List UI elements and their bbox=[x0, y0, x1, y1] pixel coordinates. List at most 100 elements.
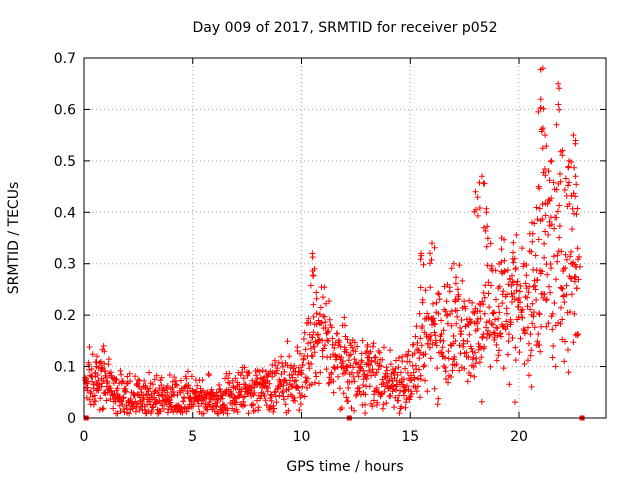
data-point bbox=[331, 345, 338, 351]
data-point bbox=[299, 362, 306, 368]
data-point bbox=[562, 338, 569, 345]
data-point bbox=[233, 399, 240, 406]
data-point bbox=[370, 397, 377, 404]
data-point bbox=[513, 281, 520, 288]
data-point bbox=[546, 283, 552, 290]
data-point bbox=[529, 300, 536, 307]
data-point bbox=[433, 342, 440, 349]
data-point bbox=[320, 294, 326, 301]
x-tick-label: 0 bbox=[80, 429, 89, 445]
data-point bbox=[539, 145, 546, 152]
data-point bbox=[554, 258, 561, 265]
data-point bbox=[282, 401, 289, 408]
data-point bbox=[302, 379, 309, 386]
data-point bbox=[351, 407, 358, 414]
data-point bbox=[97, 360, 104, 366]
data-point bbox=[296, 407, 303, 413]
data-point bbox=[514, 278, 521, 285]
data-point bbox=[255, 407, 262, 414]
data-point bbox=[490, 329, 497, 336]
data-point bbox=[510, 249, 516, 256]
data-point bbox=[396, 354, 402, 361]
data-point bbox=[279, 363, 286, 370]
data-point bbox=[206, 399, 213, 406]
data-point bbox=[513, 287, 520, 294]
data-point bbox=[453, 361, 460, 368]
data-point bbox=[285, 407, 292, 414]
data-point bbox=[242, 381, 249, 388]
data-point bbox=[443, 298, 450, 305]
data-point bbox=[545, 320, 552, 327]
data-point bbox=[489, 321, 496, 328]
data-point bbox=[387, 361, 394, 368]
data-point bbox=[135, 376, 142, 383]
data-point bbox=[433, 299, 440, 306]
data-point bbox=[325, 380, 332, 387]
data-point bbox=[526, 230, 533, 237]
data-point bbox=[498, 246, 505, 253]
data-point bbox=[108, 374, 115, 381]
data-point bbox=[546, 197, 553, 204]
data-point bbox=[295, 385, 302, 391]
data-point bbox=[261, 374, 268, 381]
data-point bbox=[86, 344, 93, 350]
data-point bbox=[550, 343, 557, 349]
y-tick-label: 0 bbox=[67, 411, 76, 427]
data-point bbox=[255, 404, 262, 411]
data-point bbox=[533, 297, 540, 303]
data-point bbox=[159, 402, 166, 409]
data-point bbox=[374, 399, 381, 406]
x-tick-label: 5 bbox=[188, 429, 197, 445]
data-point bbox=[541, 166, 548, 172]
data-point bbox=[466, 331, 473, 338]
data-point bbox=[492, 316, 498, 323]
data-point bbox=[133, 401, 140, 408]
data-point bbox=[391, 404, 397, 411]
data-point bbox=[145, 388, 152, 395]
data-point bbox=[384, 373, 391, 380]
data-point bbox=[454, 286, 461, 293]
data-point bbox=[566, 201, 573, 208]
data-point bbox=[493, 341, 500, 348]
data-point bbox=[418, 342, 425, 349]
data-point bbox=[213, 403, 220, 410]
data-point bbox=[378, 391, 385, 398]
axis-ticks: 0 0.1 0.2 0.3 0.4 0.5 0.6 0.7 0 5 10 15 20 bbox=[54, 51, 606, 445]
data-point bbox=[379, 356, 386, 363]
data-point bbox=[470, 364, 477, 370]
data-point bbox=[548, 265, 555, 272]
data-point bbox=[273, 399, 280, 406]
data-point bbox=[556, 234, 563, 241]
data-point bbox=[341, 314, 348, 321]
data-point bbox=[268, 397, 275, 404]
data-point bbox=[312, 379, 318, 386]
data-point bbox=[567, 253, 574, 260]
data-point bbox=[472, 188, 479, 195]
data-point bbox=[92, 373, 99, 380]
data-point bbox=[520, 263, 527, 270]
data-point bbox=[430, 315, 437, 322]
data-point bbox=[484, 235, 491, 242]
data-point bbox=[348, 369, 355, 376]
data-point bbox=[518, 309, 525, 316]
data-point bbox=[220, 409, 227, 416]
data-point bbox=[509, 272, 515, 279]
data-point bbox=[267, 391, 274, 398]
data-point bbox=[280, 382, 287, 389]
data-point bbox=[266, 380, 273, 387]
data-point bbox=[434, 365, 441, 372]
data-point bbox=[224, 410, 231, 417]
data-point bbox=[512, 357, 519, 364]
data-point bbox=[456, 262, 463, 269]
data-point bbox=[477, 315, 484, 322]
data-point bbox=[394, 372, 401, 378]
data-point bbox=[355, 373, 362, 380]
data-point bbox=[464, 338, 471, 345]
data-point bbox=[267, 403, 274, 410]
data-point bbox=[373, 369, 380, 376]
data-point bbox=[563, 192, 570, 199]
data-point bbox=[142, 382, 149, 389]
data-point bbox=[561, 187, 568, 193]
data-point bbox=[311, 265, 318, 272]
data-point bbox=[568, 291, 575, 298]
